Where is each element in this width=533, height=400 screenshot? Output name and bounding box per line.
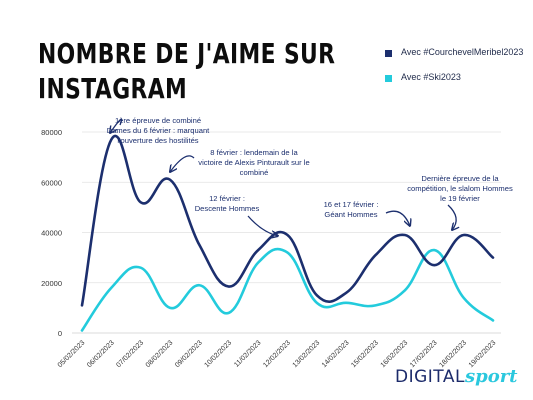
annotation-arrow xyxy=(170,155,195,172)
x-tick-label: 07/02/2023 xyxy=(115,339,145,369)
annotation-line: 1ère épreuve de combiné xyxy=(115,116,201,125)
annotation-arrow xyxy=(447,204,456,230)
annotation-arrow xyxy=(247,215,278,236)
digital-sport-logo: DIGITALsport xyxy=(395,366,518,387)
x-tick-label: 19/02/2023 xyxy=(468,339,498,369)
legend: Avec #CourchevelMeribel2023 Avec #Ski202… xyxy=(385,46,533,96)
x-tick-label: 05/02/2023 xyxy=(57,339,87,369)
annotation-text: 8 février : lendemain de la victoire de A… xyxy=(198,148,309,177)
annotation-text: 12 février : Descente Hommes xyxy=(195,194,260,213)
x-tick-label: 08/02/2023 xyxy=(145,339,175,369)
y-tick-label: 20000 xyxy=(41,279,62,288)
legend-swatch-series-2 xyxy=(385,75,392,82)
x-tick-label: 14/02/2023 xyxy=(321,339,351,369)
x-tick-label: 10/02/2023 xyxy=(203,339,233,369)
annotation-text: 16 et 17 février : Géant Hommes xyxy=(324,200,379,219)
x-tick-label: 13/02/2023 xyxy=(292,339,322,369)
annotation-text: 1ère épreuve de combiné Dames du 6 févrie… xyxy=(107,116,210,145)
annotation-arrow xyxy=(110,118,123,133)
annotation-line: l'ouverture des hostilités xyxy=(117,136,198,145)
y-tick-label: 60000 xyxy=(41,178,62,187)
series-line-2 xyxy=(80,247,495,332)
annotation-text: Dernière épreuve de la compétition, le sl… xyxy=(407,174,513,203)
annotation-line: Dernière épreuve de la xyxy=(421,174,499,183)
annotation-line: Descente Hommes xyxy=(195,204,260,213)
annotation-line: compétition, le slalom Hommes xyxy=(407,184,513,193)
y-tick-label: 40000 xyxy=(41,229,62,238)
legend-item-series-1: Avec #CourchevelMeribel2023 xyxy=(385,46,533,58)
x-tick-label: 09/02/2023 xyxy=(174,339,204,369)
logo-digital-text: DIGITAL xyxy=(395,367,465,387)
chart-title-line-1: NOMBRE DE J'AIME SUR xyxy=(38,37,336,70)
x-tick-label: 11/02/2023 xyxy=(233,339,262,368)
x-tick-label: 15/02/2023 xyxy=(350,339,380,369)
x-tick-label: 06/02/2023 xyxy=(86,339,116,369)
chart-title: NOMBRE DE J'AIME SUR INSTAGRAM xyxy=(38,36,335,106)
y-tick-label: 0 xyxy=(58,329,62,338)
legend-item-series-2: Avec #Ski2023 xyxy=(385,71,533,83)
annotation-line: victoire de Alexis Pinturault sur le xyxy=(198,158,309,167)
y-tick-label: 80000 xyxy=(41,128,62,137)
legend-swatch-series-1 xyxy=(385,50,392,57)
annotation-line: combiné xyxy=(240,168,269,177)
annotation-line: 16 et 17 février : xyxy=(324,200,379,209)
annotation-arrow xyxy=(385,210,410,226)
annotation-line: 12 février : xyxy=(209,194,245,203)
legend-label-series-1: Avec #CourchevelMeribel2023 xyxy=(401,47,524,57)
x-tick-label: 16/02/2023 xyxy=(380,339,410,369)
legend-label-series-2: Avec #Ski2023 xyxy=(401,72,461,82)
chart-title-line-2: INSTAGRAM xyxy=(38,72,188,105)
logo-sport-text: sport xyxy=(464,366,518,387)
grid xyxy=(82,131,501,284)
annotation-line: 8 février : lendemain de la xyxy=(210,148,298,157)
x-tick-label: 17/02/2023 xyxy=(409,339,439,369)
annotation-line: le 19 février xyxy=(440,194,480,203)
annotation-line: Dames du 6 février : marquant xyxy=(107,126,210,135)
annotation-line: Géant Hommes xyxy=(324,210,377,219)
x-tick-label: 12/02/2023 xyxy=(262,339,292,369)
annotations: 1ère épreuve de combiné Dames du 6 févrie… xyxy=(107,116,513,236)
x-tick-label: 18/02/2023 xyxy=(438,339,468,369)
